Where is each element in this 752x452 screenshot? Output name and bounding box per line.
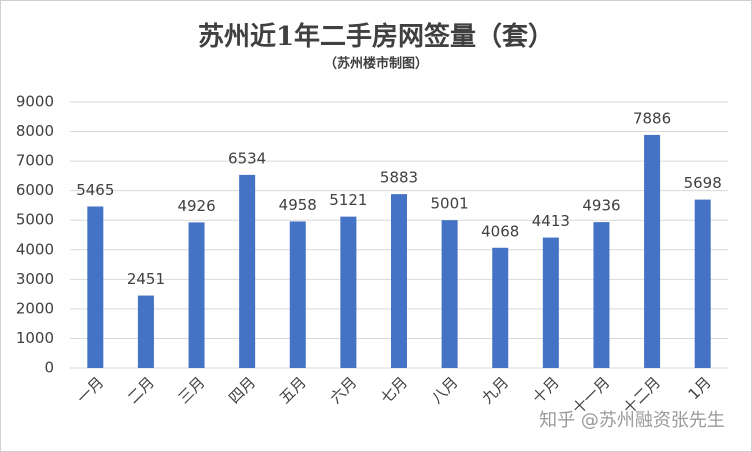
y-tick-label: 5000 xyxy=(16,211,54,229)
data-label: 4958 xyxy=(279,196,317,214)
bar xyxy=(137,295,154,368)
y-tick-label: 3000 xyxy=(16,270,54,288)
bar xyxy=(340,216,357,368)
data-label: 5698 xyxy=(684,174,722,192)
bar xyxy=(441,220,458,368)
data-label: 4413 xyxy=(532,212,570,230)
data-label: 2451 xyxy=(127,270,165,288)
chart-title: 苏州近1年二手房网签量（套） xyxy=(198,21,554,52)
bar xyxy=(593,222,610,368)
data-label: 4926 xyxy=(177,197,215,215)
y-tick-label: 0 xyxy=(44,359,54,377)
data-label: 6534 xyxy=(228,149,266,167)
bar xyxy=(289,221,306,368)
bar xyxy=(492,247,509,368)
bar xyxy=(694,199,711,368)
data-label: 5001 xyxy=(431,195,469,213)
bar xyxy=(188,222,205,368)
y-tick-label: 8000 xyxy=(16,122,54,140)
bar xyxy=(391,194,407,368)
bar xyxy=(239,174,256,368)
chart-subtitle: （苏州楼市制图） xyxy=(324,56,428,72)
bar xyxy=(87,206,104,368)
y-tick-label: 1000 xyxy=(16,329,54,347)
y-tick-label: 4000 xyxy=(16,240,54,258)
data-label: 5465 xyxy=(76,181,114,199)
data-label: 5121 xyxy=(329,191,367,209)
watermark: 知乎 @苏州融资张先生 xyxy=(539,410,725,431)
y-tick-label: 2000 xyxy=(16,299,54,317)
y-tick-label: 9000 xyxy=(16,93,54,111)
y-tick-label: 7000 xyxy=(16,152,54,170)
data-label: 5883 xyxy=(380,169,418,187)
data-label: 4068 xyxy=(481,222,519,240)
data-label: 7886 xyxy=(633,109,671,127)
bar xyxy=(542,237,559,368)
bar xyxy=(644,134,661,368)
data-label: 4936 xyxy=(582,197,620,215)
y-tick-label: 6000 xyxy=(16,181,54,199)
